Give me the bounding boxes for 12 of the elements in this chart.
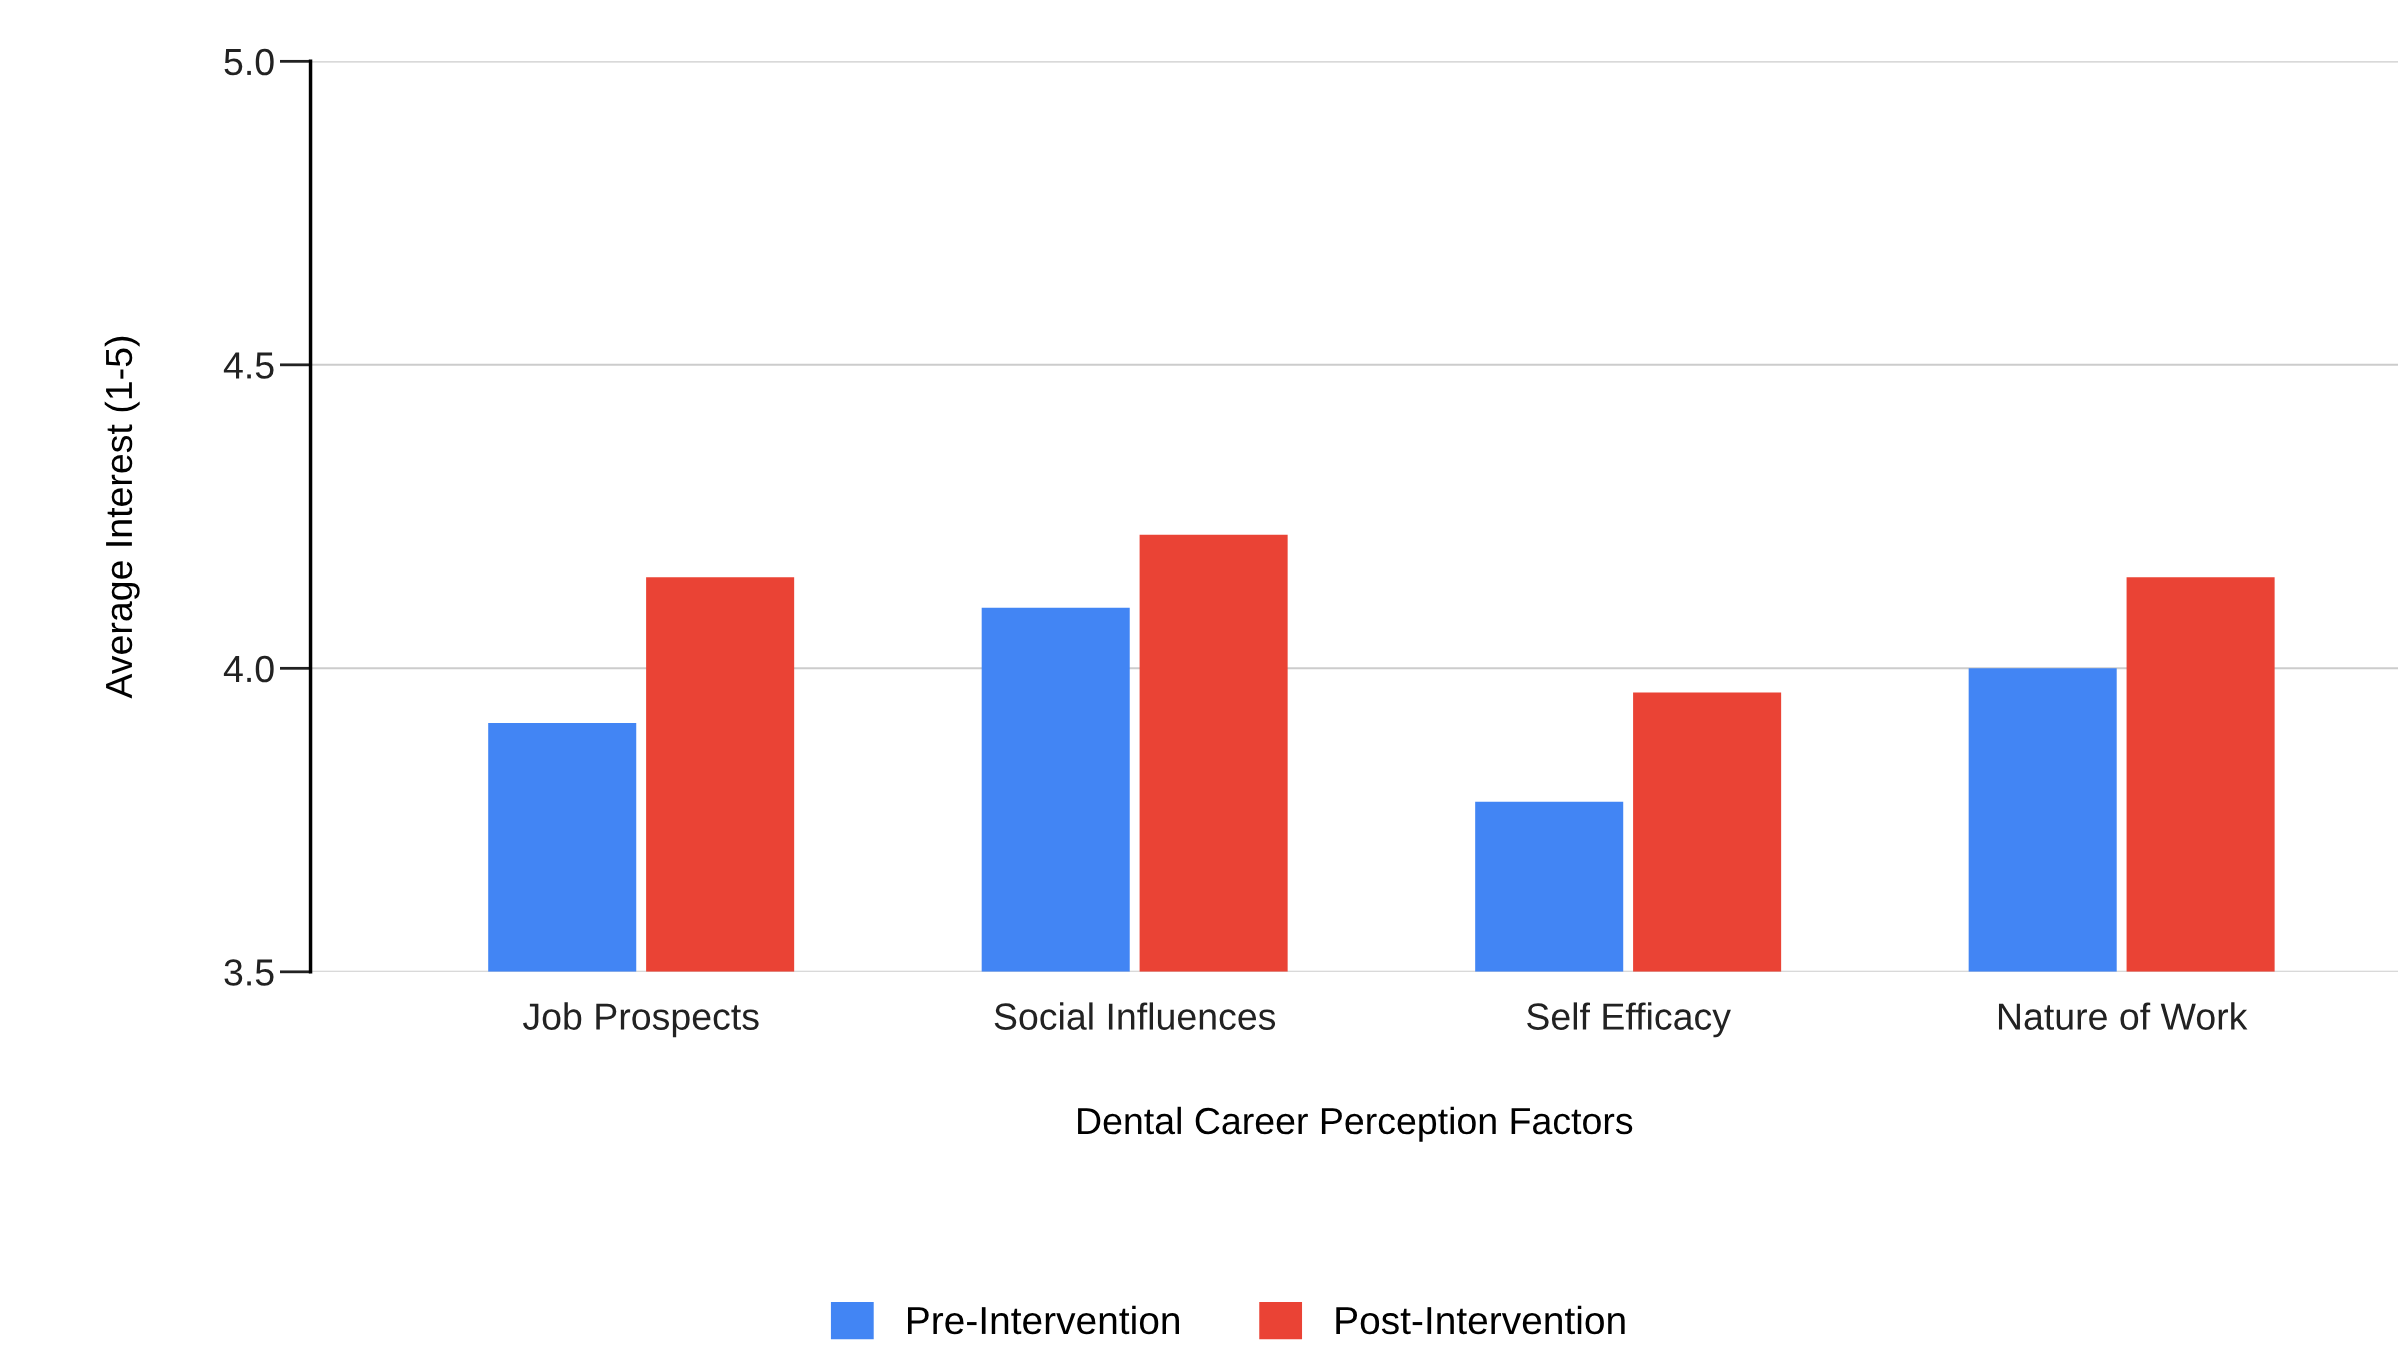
y-axis-title: Average Interest (1-5): [104, 336, 140, 699]
x-tick-label: Nature of Work: [1998, 1002, 2248, 1030]
x-axis-title: Dental Career Perception Factors: [1078, 1106, 1633, 1142]
legend-label: Pre-Intervention: [908, 1305, 1179, 1335]
x-tick-label: Job Prospects: [522, 1002, 759, 1038]
y-tick-label: 3.5: [224, 959, 274, 986]
x-tick-label: Social Influences: [994, 1002, 1276, 1030]
legend-label: Post-Intervention: [1336, 1305, 1625, 1335]
y-tick-label: 5.0: [224, 48, 274, 76]
x-tick-label: Self Efficacy: [1527, 1002, 1731, 1038]
y-tick-label: 4.5: [223, 352, 274, 379]
y-tick-label: 4.0: [223, 655, 274, 683]
